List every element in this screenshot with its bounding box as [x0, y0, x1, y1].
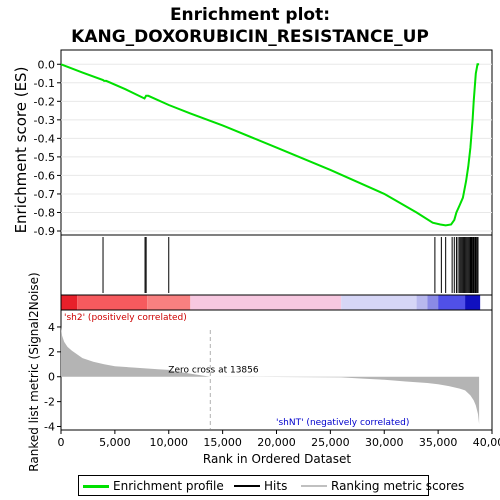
es-panel-frame	[60, 49, 493, 236]
metric-y-tick-label: -4	[44, 421, 55, 434]
es-gridlines	[61, 63, 492, 232]
legend-swatch-hits	[234, 485, 260, 487]
x-tick-label: 35,000	[419, 436, 458, 449]
heatmap-segment	[438, 295, 466, 310]
es-y-tick-label: -0.6	[34, 169, 55, 182]
metric-y-tick-label: 2	[48, 346, 55, 359]
legend-item-hits: Hits	[234, 479, 287, 493]
metric-y-tick-label: 4	[48, 321, 55, 334]
x-tick-label: 10,000	[150, 436, 189, 449]
chart-title-line2: KANG_DOXORUBICIN_RESISTANCE_UP	[71, 27, 429, 47]
metric-y-tick-label: 0	[48, 371, 55, 384]
heatmap-segment	[341, 295, 417, 310]
chart-legend: Enrichment profile Hits Ranking metric s…	[78, 475, 464, 496]
es-y-tick-label: 0.0	[38, 58, 56, 71]
rank-x-axis: 0 5,000 10,000 15,000 20,000 25,000 30,000 35,0…	[58, 430, 500, 449]
es-y-axis-label: Enrichment score (ES)	[12, 67, 30, 234]
legend-swatch-enrichment-profile	[83, 484, 109, 488]
heatmap-segment	[465, 295, 481, 310]
legend-item-ranking-metric-scores: Ranking metric scores	[301, 479, 464, 493]
x-tick-label: 30,000	[365, 436, 404, 449]
legend-swatch-ranking-metric	[301, 485, 327, 487]
legend-label-ranking-metric: Ranking metric scores	[331, 479, 465, 493]
x-tick-label: 40,000	[473, 436, 500, 449]
hits-panel-frame	[60, 234, 493, 296]
heatmap-segment	[427, 295, 439, 310]
ranking-metric-series	[61, 327, 480, 424]
x-axis-label: Rank in Ordered Dataset	[203, 452, 351, 466]
x-tick-label: 0	[58, 436, 65, 449]
chart-title-line1: Enrichment plot:	[170, 5, 330, 25]
es-y-tick-label: -0.8	[34, 206, 55, 219]
legend-label-enrichment-profile: Enrichment profile	[113, 479, 224, 493]
x-tick-label: 20,000	[257, 436, 296, 449]
heatmap-segment	[190, 295, 342, 310]
es-y-tick-label: -0.9	[34, 225, 55, 238]
enrichment-profile-line	[60, 63, 480, 227]
ranking-heatmap-bar	[60, 294, 493, 311]
negative-correlation-label: 'shNT' (negatively correlated)	[276, 418, 409, 428]
heatmap-segment	[416, 295, 428, 310]
es-y-axis: 0.0 -0.1 -0.2 -0.3 -0.4 -0.5 -0.6 -0.7 -0.8 -0.9	[34, 58, 61, 238]
legend-item-enrichment-profile: Enrichment profile	[83, 479, 224, 493]
x-tick-label: 5,000	[99, 436, 131, 449]
es-y-tick-label: -0.4	[34, 132, 55, 145]
metric-y-axis-label: Ranked list metric (Signal2Noise)	[27, 272, 41, 471]
es-y-tick-label: -0.7	[34, 188, 55, 201]
heatmap-segment	[61, 295, 78, 310]
positive-correlation-label: 'sh2' (positively correlated)	[64, 313, 187, 323]
es-y-tick-label: -0.5	[34, 151, 55, 164]
es-y-tick-label: -0.1	[34, 77, 55, 90]
es-y-tick-label: -0.2	[34, 95, 55, 108]
legend-label-hits: Hits	[264, 479, 288, 493]
x-tick-label: 25,000	[311, 436, 350, 449]
ranking-metric-area	[61, 327, 480, 424]
metric-y-tick-label: -2	[44, 396, 55, 409]
es-y-tick-label: -0.3	[34, 114, 55, 127]
enrichment-profile-series	[60, 63, 480, 227]
metric-y-axis: 4 2 0 -2 -4	[44, 321, 61, 434]
x-tick-label: 15,000	[203, 436, 242, 449]
heatmap-segment	[77, 295, 148, 310]
heatmap-segment	[147, 295, 191, 310]
zero-cross-label: Zero cross at 13856	[168, 366, 259, 376]
hits-series	[102, 237, 479, 293]
